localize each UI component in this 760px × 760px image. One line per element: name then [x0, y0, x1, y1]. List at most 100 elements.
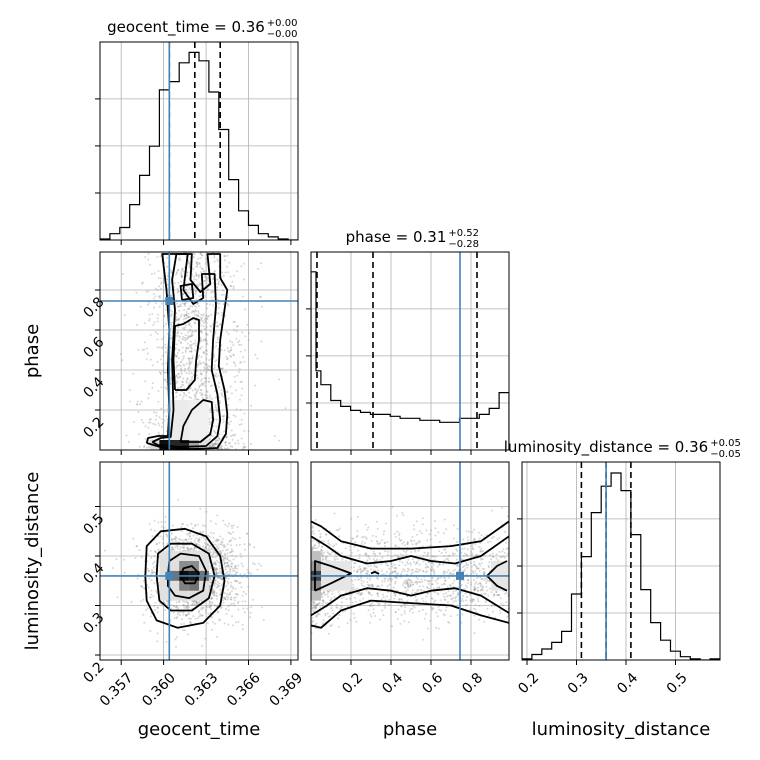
sample-point — [216, 583, 219, 586]
sample-point — [470, 583, 473, 586]
sample-point — [414, 550, 417, 553]
sample-point — [195, 330, 198, 333]
sample-point — [216, 286, 219, 289]
sample-point — [356, 592, 359, 595]
sample-point — [207, 282, 209, 285]
panel-geocent_time-geocent_time — [95, 41, 299, 245]
sample-point — [158, 424, 161, 427]
sample-point — [180, 538, 183, 541]
sample-point — [238, 536, 241, 539]
sample-point — [201, 536, 204, 538]
sample-point — [188, 362, 191, 365]
sample-point — [473, 632, 476, 635]
sample-point — [179, 303, 182, 306]
sample-point — [169, 294, 172, 297]
sample-point — [367, 555, 370, 558]
sample-point — [163, 601, 166, 604]
sample-point — [474, 587, 477, 590]
sample-point — [210, 597, 213, 600]
sample-point — [190, 604, 193, 607]
sample-point — [153, 555, 156, 558]
sample-point — [205, 332, 208, 335]
sample-point — [407, 578, 410, 580]
sample-point — [222, 557, 225, 560]
sample-point — [321, 604, 324, 607]
sample-point — [427, 582, 430, 585]
sample-point — [342, 596, 345, 599]
sample-point — [225, 608, 228, 611]
sample-point — [356, 570, 359, 573]
sample-point — [175, 617, 178, 620]
sample-point — [177, 269, 180, 271]
sample-point — [231, 562, 234, 565]
sample-point — [203, 362, 206, 365]
sample-point — [199, 530, 202, 533]
sample-point — [174, 638, 177, 641]
sample-point — [193, 275, 195, 278]
sample-point — [217, 546, 220, 549]
sample-point — [367, 584, 370, 587]
sample-point — [404, 579, 407, 582]
sample-point — [202, 313, 205, 316]
sample-point — [370, 583, 373, 586]
sample-point — [197, 364, 199, 366]
sample-point — [316, 547, 319, 550]
sample-point — [214, 556, 217, 559]
sample-point — [214, 269, 217, 272]
sample-point — [158, 295, 160, 298]
sample-point — [239, 361, 242, 364]
sample-point — [149, 421, 152, 424]
sample-point — [232, 287, 235, 290]
sample-point — [160, 281, 163, 284]
sample-point — [220, 552, 223, 555]
sample-point — [216, 258, 219, 261]
sample-point — [386, 541, 389, 544]
sample-point — [181, 383, 184, 386]
sample-point — [205, 357, 208, 360]
sample-point — [174, 546, 177, 549]
sample-point — [355, 620, 358, 623]
sample-point — [467, 564, 470, 567]
sample-point — [213, 442, 216, 445]
sample-point — [472, 528, 475, 531]
sample-point — [506, 515, 509, 518]
sample-point — [164, 609, 166, 612]
sample-point — [188, 534, 191, 537]
sample-point — [182, 363, 185, 366]
sample-point — [156, 606, 159, 609]
sample-point — [492, 555, 495, 558]
sample-point — [248, 571, 251, 574]
sample-point — [177, 269, 180, 272]
sample-point — [154, 550, 157, 553]
sample-point — [230, 539, 233, 541]
sample-point — [180, 365, 182, 368]
sample-point — [208, 585, 211, 588]
sample-point — [394, 611, 397, 614]
sample-point — [403, 609, 406, 612]
sample-point — [209, 604, 212, 607]
sample-point — [233, 320, 236, 323]
sample-point — [243, 573, 246, 576]
sample-point — [366, 528, 369, 531]
sample-point — [206, 315, 209, 318]
sample-point — [239, 553, 242, 555]
sample-point — [226, 593, 228, 595]
sample-point — [214, 562, 217, 565]
sample-point — [350, 517, 353, 520]
sample-point — [215, 321, 218, 324]
sample-point — [182, 604, 185, 607]
sample-point — [226, 564, 229, 567]
sample-point — [213, 567, 216, 570]
sample-point — [457, 594, 459, 597]
sample-point — [324, 602, 327, 604]
sample-point — [317, 613, 320, 616]
sample-point — [476, 589, 479, 592]
sample-point — [480, 562, 483, 565]
sample-point — [184, 302, 187, 304]
sample-point — [315, 604, 318, 607]
sample-point — [189, 335, 192, 338]
sample-point — [207, 377, 210, 380]
sample-point — [193, 600, 196, 603]
sample-point — [404, 612, 406, 615]
sample-point — [225, 577, 227, 580]
